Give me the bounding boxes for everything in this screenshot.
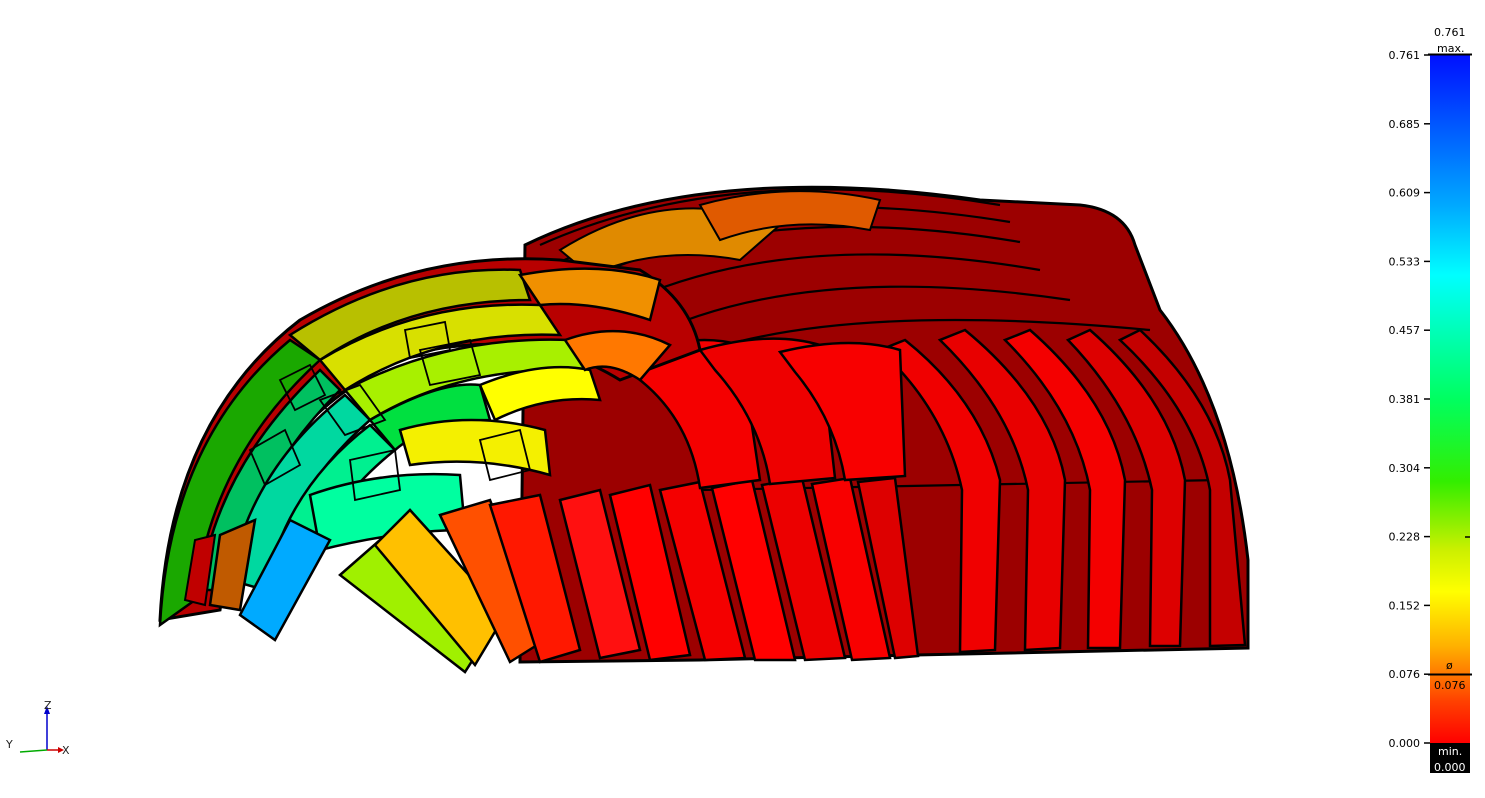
right-slices <box>877 328 1247 654</box>
legend-tick-label: 0.076 <box>1389 668 1421 681</box>
legend-tick-label: 0.152 <box>1389 599 1421 612</box>
front-band-orange-2 <box>563 329 672 382</box>
y-axis-icon <box>19 749 48 753</box>
legend-tick-label: 0.000 <box>1389 737 1421 750</box>
deformation-model[interactable] <box>158 185 1250 674</box>
legend-tick-label: 0.685 <box>1389 118 1421 131</box>
front-tiles <box>248 320 532 502</box>
legend-min-block <box>1430 743 1470 773</box>
z-arrow-icon <box>44 706 50 714</box>
legend-avg-value: 0.076 <box>1434 679 1466 692</box>
y-axis-label: Y <box>5 738 13 751</box>
legend-tick-label: 0.228 <box>1389 531 1421 544</box>
front-band-orange <box>517 267 662 322</box>
legend-min-caption: min. <box>1438 745 1462 758</box>
middle-upper-slices <box>617 337 907 490</box>
z-axis-label: Z <box>44 699 52 712</box>
x-arrow-icon <box>58 747 64 753</box>
color-legend: 0.761 max. min. 0.000 ø 0.076 0.761 0.685… <box>1389 26 1472 774</box>
front-band-yellow-2 <box>478 365 602 422</box>
legend-tick-label: 0.381 <box>1389 393 1421 406</box>
legend-tick-label: 0.533 <box>1389 255 1421 268</box>
legend-avg-caption: ø <box>1446 659 1453 672</box>
left-blue-block <box>238 518 332 642</box>
front-band-olive <box>287 268 532 362</box>
rear-top-cap-2 <box>698 190 882 242</box>
left-brown-block <box>208 517 257 612</box>
legend-min-value: 0.000 <box>1434 761 1466 774</box>
axis-triad: Z Y X <box>5 699 70 757</box>
x-axis-label: X <box>62 744 70 757</box>
legend-tick-label: 0.609 <box>1389 187 1421 200</box>
lower-red-block <box>488 493 582 664</box>
legend-tick-label: 0.304 <box>1389 462 1421 475</box>
legend-tick-label: 0.761 <box>1389 49 1421 62</box>
legend-ticks: 0.761 0.685 0.609 0.533 0.457 0.381 0.304 0.228… <box>1389 49 1430 750</box>
legend-max-caption: max. <box>1437 42 1464 55</box>
front-band-yellow <box>318 303 563 392</box>
front-inner-yellow <box>398 418 552 477</box>
legend-tick-label: 0.457 <box>1389 324 1421 337</box>
legend-color-bar <box>1430 55 1470 743</box>
left-red-sliver <box>183 533 217 607</box>
middle-slices <box>558 476 920 662</box>
legend-max-value: 0.761 <box>1434 26 1466 39</box>
